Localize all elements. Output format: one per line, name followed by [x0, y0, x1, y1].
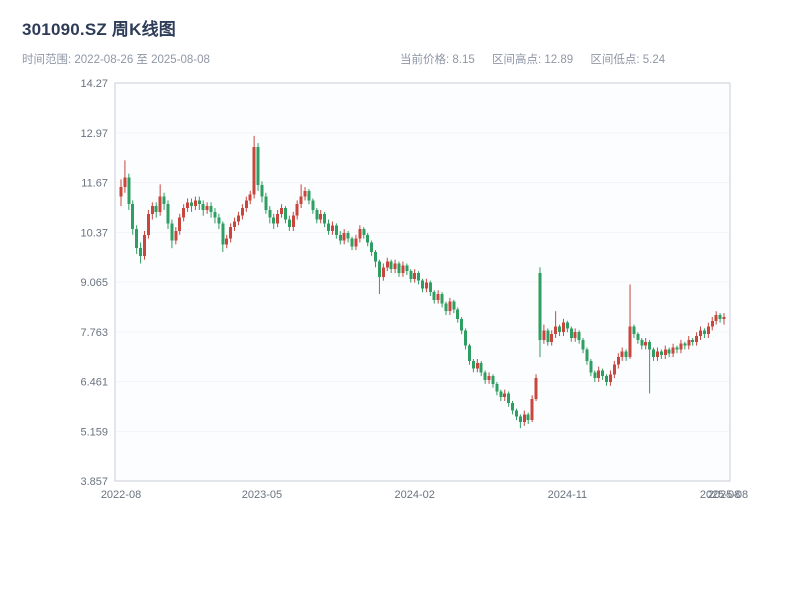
- svg-text:10.37: 10.37: [80, 227, 108, 239]
- svg-text:2025-08: 2025-08: [708, 489, 748, 501]
- price-stats: 当前价格: 8.15 区间高点: 12.89 区间低点: 5.24: [400, 51, 679, 67]
- range-low-label: 区间低点: 5.24: [590, 54, 666, 66]
- svg-text:11.67: 11.67: [81, 178, 108, 190]
- svg-text:5.159: 5.159: [80, 426, 108, 438]
- svg-text:6.461: 6.461: [80, 377, 108, 389]
- svg-text:3.857: 3.857: [80, 476, 108, 488]
- svg-text:2024-11: 2024-11: [548, 489, 588, 501]
- svg-text:14.27: 14.27: [80, 78, 108, 90]
- time-range-label: 时间范围: 2022-08-26 至 2025-08-08: [22, 54, 210, 66]
- svg-text:9.065: 9.065: [80, 277, 108, 289]
- range-high-label: 区间高点: 12.89: [491, 54, 574, 66]
- svg-text:7.763: 7.763: [80, 327, 108, 339]
- svg-text:2022-08: 2022-08: [101, 489, 141, 501]
- svg-text:2025-08: 2025-08: [700, 489, 740, 501]
- svg-text:2023-05: 2023-05: [242, 489, 282, 501]
- page-title: 301090.SZ 周K线图: [22, 20, 176, 39]
- svg-text:2024-02: 2024-02: [394, 489, 434, 501]
- current-price-label: 当前价格: 8.15: [400, 54, 475, 66]
- svg-text:12.97: 12.97: [80, 128, 108, 140]
